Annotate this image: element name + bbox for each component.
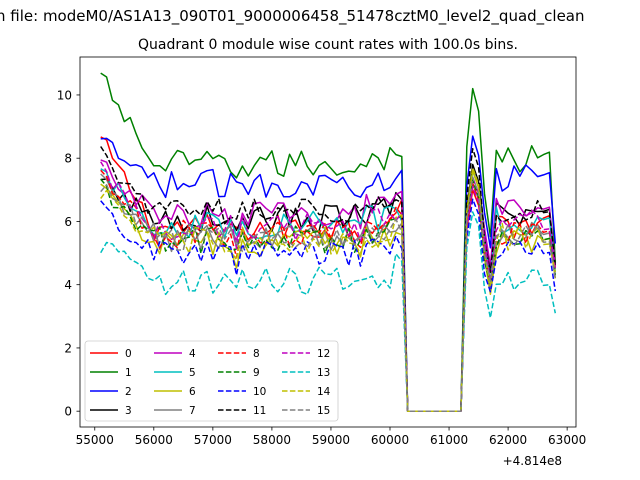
legend-label-10: 10 [253,386,266,398]
x-tick-label: 56000 [135,433,173,447]
legend-label-2: 2 [125,386,132,398]
legend-label-3: 3 [125,405,132,417]
series-line-11 [100,146,557,412]
legend-label-9: 9 [253,367,260,379]
x-tick-label: 61000 [430,433,468,447]
series-line-2 [100,135,557,412]
y-tick-label: 2 [64,341,72,355]
axes: 55000 56000 57000 58000 59000 60000 61000 62000… [57,56,586,447]
series-line-15 [100,176,557,412]
x-tick-label: 60000 [371,433,409,447]
y-tick-label: 8 [64,152,72,166]
legend-label-1: 1 [125,367,132,379]
legend-box [84,340,339,422]
legend-label-6: 6 [189,386,196,398]
axes-title: Quadrant 0 module wise count rates with … [138,37,518,53]
figure-suptitle: n file: modeM0/AS1A13_090T01_9000006458_… [0,7,585,26]
legend-label-7: 7 [189,405,196,417]
series-line-14 [100,166,557,412]
plot-area [100,72,557,412]
y-tick-label: 0 [64,405,72,419]
legend-label-5: 5 [189,367,196,379]
x-tick-label: 58000 [253,433,291,447]
legend-label-11: 11 [253,405,266,417]
legend-label-15: 15 [317,405,330,417]
series-line-13 [100,211,557,412]
legend-label-12: 12 [317,348,330,360]
series-line-10 [100,198,557,412]
y-tick-label: 4 [64,278,72,292]
axes-frame [79,56,577,428]
x-tick-label: 57000 [194,433,232,447]
legend-label-13: 13 [317,367,330,379]
x-offset-label: +4.814e8 [503,454,562,468]
legend-label-8: 8 [253,348,260,360]
y-tick-label: 10 [57,88,72,102]
y-tick-label: 6 [64,215,72,229]
legend-label-14: 14 [317,386,331,398]
x-tick-label: 55000 [76,433,114,447]
x-tick-label: 59000 [312,433,350,447]
legend-label-0: 0 [125,348,132,360]
legend-label-4: 4 [189,348,196,360]
x-tick-label: 63000 [548,433,586,447]
series-line-1 [100,72,557,412]
x-tick-label: 62000 [489,433,527,447]
